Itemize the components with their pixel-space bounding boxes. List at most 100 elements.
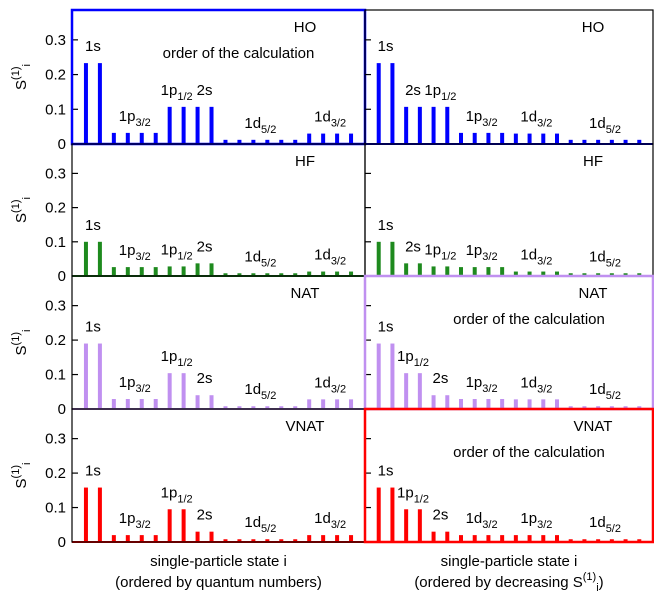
x-axis-label: single-particle state i: [150, 553, 287, 570]
bar: [568, 139, 573, 144]
bar: [83, 487, 88, 542]
bar: [390, 487, 395, 542]
bar: [637, 406, 642, 409]
bar: [83, 241, 88, 276]
y-tick-label: 0: [58, 534, 66, 551]
bar: [153, 535, 158, 542]
panel-note: order of the calculation: [453, 311, 605, 328]
bar: [167, 266, 172, 276]
bar: [125, 535, 130, 542]
group-label: 1d5/2: [244, 248, 276, 269]
bar: [293, 139, 298, 144]
bar: [527, 399, 532, 409]
bar: [513, 535, 518, 542]
bar: [307, 399, 312, 409]
bar: [167, 509, 172, 542]
bar: [582, 539, 587, 542]
x-axis-label: (ordered by decreasing S(1)i): [414, 571, 603, 593]
bar: [335, 399, 340, 409]
group-label: 1p1/2: [424, 241, 456, 262]
bar: [153, 267, 158, 276]
bar: [139, 535, 144, 542]
y-tick-label: 0.1: [45, 500, 66, 517]
bar: [321, 399, 326, 409]
bar: [251, 139, 256, 144]
group-label: 1p3/2: [119, 374, 151, 395]
group-label: 1p1/2: [397, 484, 429, 505]
bar: [97, 241, 102, 276]
group-label: 1d3/2: [520, 247, 552, 268]
bar: [237, 273, 242, 276]
bar: [596, 539, 601, 542]
y-axis-label: S(1)i: [10, 197, 33, 223]
bar: [279, 406, 284, 409]
y-tick-label: 0.1: [45, 367, 66, 384]
bar: [431, 395, 436, 409]
bar: [596, 406, 601, 409]
bar: [167, 106, 172, 144]
bar: [335, 535, 340, 542]
group-label: 2s: [197, 82, 213, 99]
group-label: 1s: [378, 217, 394, 234]
bar: [637, 539, 642, 542]
y-axis-label: S(1)i: [10, 64, 33, 90]
bar: [623, 539, 628, 542]
bar: [265, 139, 270, 144]
y-tick-label: 0.1: [45, 234, 66, 251]
bar: [237, 539, 242, 542]
bar: [637, 273, 642, 276]
bar: [513, 133, 518, 144]
bar: [307, 535, 312, 542]
bar: [527, 271, 532, 276]
panel-label: VNAT: [286, 418, 325, 435]
group-label: 1p3/2: [119, 242, 151, 263]
y-tick-label: 0.2: [45, 67, 66, 84]
y-tick-label: 0: [58, 401, 66, 418]
bar: [209, 106, 214, 144]
bar: [335, 271, 340, 276]
group-label: 1d3/2: [314, 510, 346, 531]
bar: [111, 535, 116, 542]
bar: [293, 273, 298, 276]
bar: [195, 106, 200, 144]
group-label: 1d5/2: [589, 115, 621, 136]
bar: [609, 406, 614, 409]
bar: [623, 273, 628, 276]
group-label: 1d5/2: [244, 115, 276, 136]
bar: [111, 132, 116, 144]
bar: [417, 373, 422, 409]
bar: [568, 273, 573, 276]
bar: [568, 406, 573, 409]
group-label: 1p3/2: [119, 108, 151, 129]
bar: [125, 132, 130, 144]
bar: [139, 267, 144, 276]
y-tick-label: 0.3: [45, 32, 66, 49]
bar: [376, 487, 381, 542]
bar: [209, 263, 214, 276]
panel-note: order of the calculation: [163, 45, 315, 62]
bar: [265, 406, 270, 409]
bar: [431, 266, 436, 276]
bar: [486, 267, 491, 276]
bar: [349, 535, 354, 542]
panel-label: NAT: [291, 285, 320, 302]
group-label: 1d3/2: [314, 374, 346, 395]
bar: [195, 395, 200, 409]
bar: [153, 132, 158, 144]
bar: [472, 535, 477, 542]
bar: [459, 399, 463, 409]
bar: [209, 395, 214, 409]
panel-label: HF: [295, 153, 315, 170]
bar: [237, 406, 242, 409]
bar: [139, 399, 144, 409]
panel-note: order of the calculation: [453, 444, 605, 461]
bar: [500, 535, 505, 542]
group-label: 1p1/2: [161, 241, 193, 262]
group-label: 2s: [197, 507, 213, 524]
bar: [486, 535, 491, 542]
bar: [111, 267, 116, 276]
bar: [349, 271, 354, 276]
bar: [265, 273, 270, 276]
bar: [335, 133, 340, 144]
bar: [431, 106, 436, 144]
